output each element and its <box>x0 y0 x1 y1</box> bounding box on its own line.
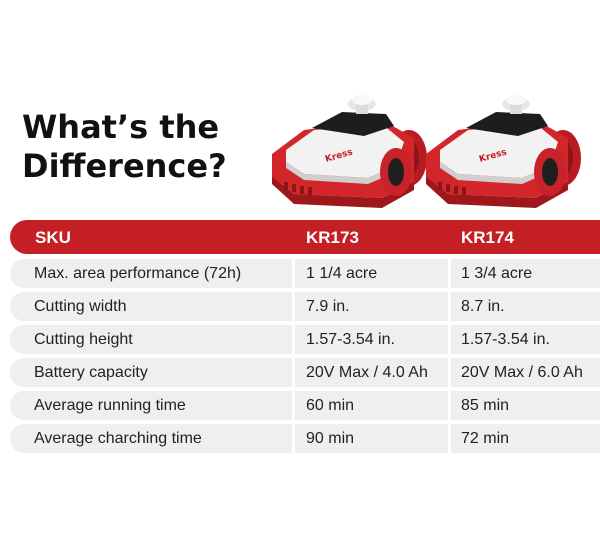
header-model-a: KR173 <box>306 228 359 247</box>
table-row: Max. area performance (72h) 1 1/4 acre 1… <box>10 259 600 288</box>
table-row: Average charching time 90 min 72 min <box>10 424 600 453</box>
table-row: Cutting width 7.9 in. 8.7 in. <box>10 292 600 321</box>
header-sku: SKU <box>35 228 71 247</box>
row-label: Cutting height <box>10 325 292 354</box>
row-value-b: 20V Max / 6.0 Ah <box>451 358 600 387</box>
mower-image-kr174: Kress <box>418 86 593 219</box>
row-value-a: 20V Max / 4.0 Ah <box>295 358 448 387</box>
row-value-a: 60 min <box>295 391 448 420</box>
title-line-1: What’s the <box>22 108 220 146</box>
mower-image-kr173: Kress <box>264 86 439 219</box>
table-row: Cutting height 1.57-3.54 in. 1.57-3.54 i… <box>10 325 600 354</box>
table-row: Average running time 60 min 85 min <box>10 391 600 420</box>
title-line-2: Difference? <box>22 147 227 185</box>
row-label: Average running time <box>10 391 292 420</box>
row-label: Max. area performance (72h) <box>10 259 292 288</box>
row-value-b: 72 min <box>451 424 600 453</box>
row-value-a: 90 min <box>295 424 448 453</box>
page-title: What’s the Difference? <box>22 108 227 186</box>
comparison-table: SKU KR173 KR174 Max. area performance (7… <box>10 220 600 453</box>
row-label: Cutting width <box>10 292 292 321</box>
row-value-a: 1.57-3.54 in. <box>295 325 448 354</box>
row-value-a: 1 1/4 acre <box>295 259 448 288</box>
row-value-b: 85 min <box>451 391 600 420</box>
row-value-b: 8.7 in. <box>451 292 600 321</box>
row-value-b: 1.57-3.54 in. <box>451 325 600 354</box>
row-label: Average charching time <box>10 424 292 453</box>
row-label: Battery capacity <box>10 358 292 387</box>
row-value-a: 7.9 in. <box>295 292 448 321</box>
header-model-b: KR174 <box>461 228 514 247</box>
table-row: Battery capacity 20V Max / 4.0 Ah 20V Ma… <box>10 358 600 387</box>
table-header: SKU KR173 KR174 <box>10 220 600 254</box>
row-value-b: 1 3/4 acre <box>451 259 600 288</box>
